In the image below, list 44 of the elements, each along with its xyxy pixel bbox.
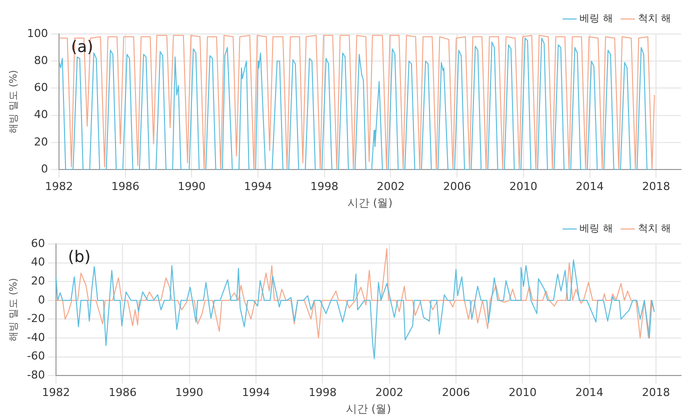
x-tick-label: 2002 (376, 180, 405, 194)
y-tick-label: 20 (30, 274, 45, 288)
x-tick-label: 2006 (443, 180, 472, 194)
x-tick-label: 2006 (442, 386, 470, 400)
y-tick-label: 20 (34, 135, 48, 148)
y-tick-label: 40 (30, 256, 45, 269)
x-tick-label: 1994 (244, 180, 272, 194)
x-tick-label: 2018 (642, 386, 670, 400)
x-tick-label: 1986 (108, 386, 137, 400)
x-tick-label: 1994 (242, 386, 270, 400)
x-tick-label: 2014 (575, 386, 604, 400)
x-axis-title: 시간 (월) (347, 196, 393, 210)
x-tick-label: 2014 (576, 180, 604, 194)
x-tick-label: 1998 (308, 386, 337, 400)
x-tick-label: 2010 (508, 386, 537, 400)
x-tick-label: 2010 (509, 180, 538, 194)
legend-label: 베링 해 (580, 224, 613, 235)
legend-label: 베링 해 (580, 14, 613, 25)
x-tick-label: 1986 (111, 180, 140, 194)
y-tick-label: 80 (34, 54, 48, 67)
y-axis-title: 해빙 밀도 (%) (8, 70, 20, 134)
y-tick-label: -80 (27, 368, 45, 382)
x-tick-label: 1982 (42, 386, 70, 400)
annotation: (b) (68, 247, 91, 266)
y-tick-label: 60 (34, 81, 48, 94)
x-tick-label: 1990 (178, 180, 206, 194)
x-tick-label: 1982 (44, 180, 73, 194)
annotation: (a) (70, 37, 94, 56)
x-axis-title: 시간 (월) (346, 402, 392, 416)
y-tick-label: 0 (40, 162, 48, 176)
x-tick-label: 1990 (175, 386, 204, 400)
y-tick-label: 0 (38, 293, 45, 306)
y-tick-label: -20 (27, 312, 45, 326)
x-tick-label: 2018 (642, 180, 670, 194)
y-tick-label: 60 (30, 236, 45, 250)
y-tick-label: -60 (27, 350, 45, 363)
legend-label: 척치 해 (638, 14, 672, 25)
y-tick-label: -40 (27, 330, 45, 344)
x-tick-label: 2002 (375, 386, 404, 400)
x-tick-label: 1998 (310, 180, 338, 194)
legend-label: 척치 해 (638, 224, 672, 235)
y-tick-label: 100 (26, 26, 48, 40)
y-tick-label: 40 (34, 108, 48, 122)
y-axis-title: 해빙 밀도 (%) (8, 278, 20, 342)
